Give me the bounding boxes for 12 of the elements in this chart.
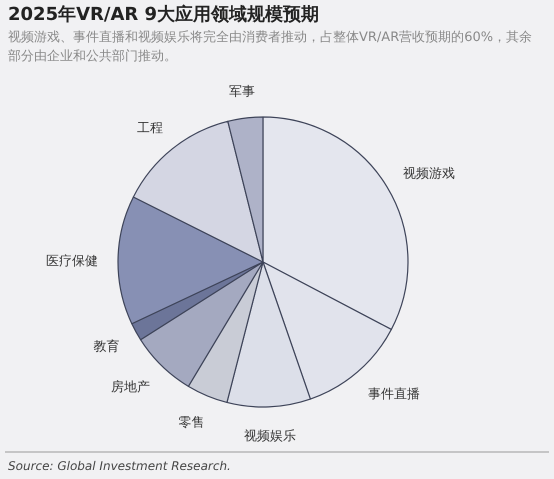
- slice-label: 教育: [93, 338, 120, 354]
- slice-label: 视频娱乐: [244, 428, 296, 444]
- slice-label: 事件直播: [368, 387, 420, 402]
- slice-label: 医疗保健: [46, 254, 98, 269]
- source-note: Source: Global Investment Research.: [8, 459, 231, 473]
- slice-label: 零售: [178, 416, 204, 431]
- chart-subtitle: 视频游戏、事件直播和视频娱乐将完全由消费者推动，占整体VR/AR营收预期的60%，其余部分由企业和公共部门推动。: [8, 29, 534, 66]
- chart-title: 2025年VR/AR 9大应用领域规模预期: [8, 3, 320, 26]
- slice-label: 房地产: [111, 378, 150, 395]
- slice-label: 军事: [228, 84, 255, 100]
- slice-label: 视频游戏: [403, 166, 456, 182]
- slice-label: 工程: [136, 120, 163, 136]
